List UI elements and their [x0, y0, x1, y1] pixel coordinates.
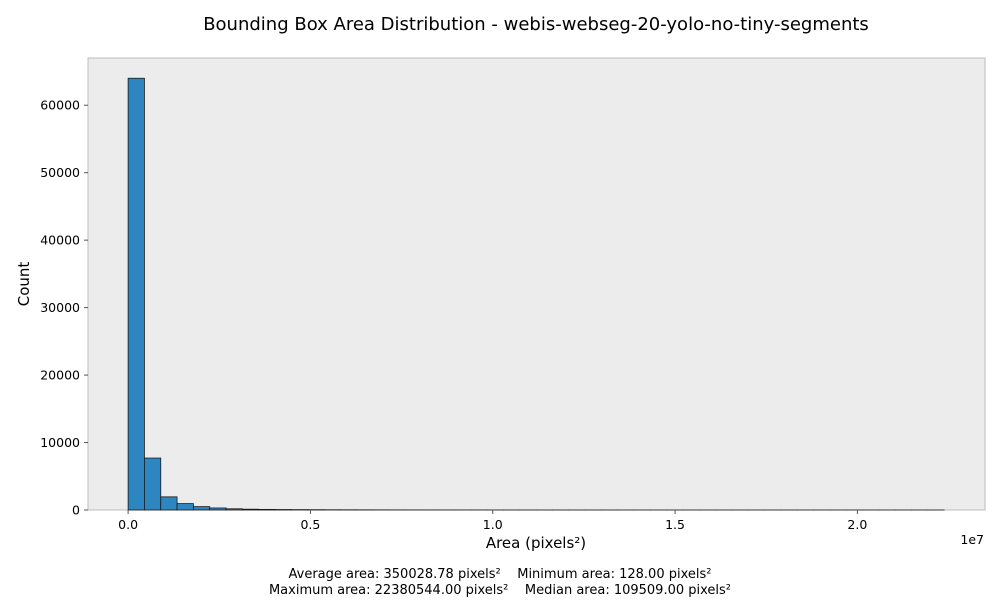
stats-line-1: Average area: 350028.78 pixels² Minimum …: [289, 567, 712, 582]
y-axis-label: Count: [15, 262, 33, 307]
histogram-bar: [176, 503, 194, 511]
x-tick-label: 1.5: [665, 517, 685, 532]
plot-area: [87, 57, 986, 511]
y-axis-ticks: 0 10000 20000 30000 40000 50000 60000: [40, 98, 88, 518]
histogram-bar: [241, 508, 260, 511]
x-tick-label: 1.0: [483, 517, 503, 532]
x-tick-label: 2.0: [847, 517, 867, 532]
x-axis-label: Area (pixels²): [486, 534, 586, 552]
x-tick-label: 0.0: [118, 517, 138, 532]
histogram-bar: [192, 506, 211, 511]
y-tick-label: 30000: [40, 300, 80, 315]
y-tick-label: 60000: [40, 98, 80, 113]
y-tick-label: 20000: [40, 368, 80, 383]
x-axis-offset-label: 1e7: [960, 532, 984, 547]
histogram-bar: [144, 457, 162, 511]
histogram-bar: [127, 77, 145, 511]
histogram-bar: [258, 508, 276, 511]
y-tick-label: 40000: [40, 233, 80, 248]
y-tick-label: 0: [72, 503, 80, 518]
y-tick-label: 10000: [40, 435, 80, 450]
histogram-bar: [225, 508, 243, 511]
histogram-bar: [160, 496, 178, 511]
chart-title: Bounding Box Area Distribution - webis-w…: [203, 14, 869, 35]
histogram-bar: [209, 507, 227, 511]
stats-line-2: Maximum area: 22380544.00 pixels² Median…: [269, 583, 731, 598]
x-axis-ticks: 0.0 0.5 1.0 1.5 2.0: [118, 510, 867, 532]
bars-group: [127, 77, 945, 511]
y-tick-label: 50000: [40, 165, 80, 180]
x-tick-label: 0.5: [300, 517, 320, 532]
